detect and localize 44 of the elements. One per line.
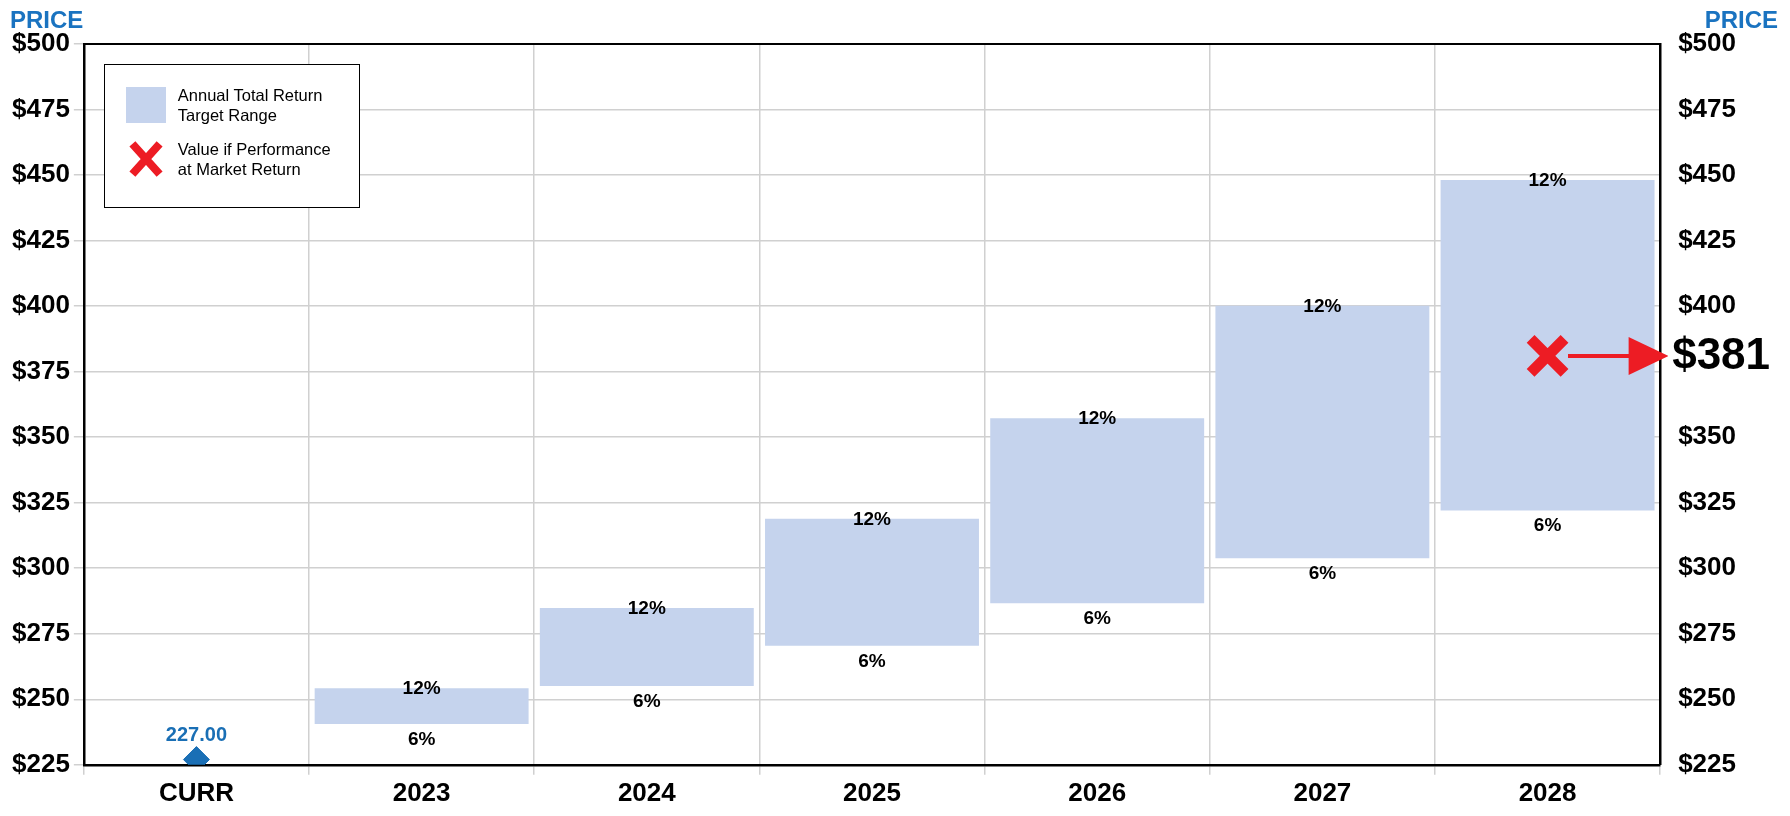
y-tick-label: $375 (12, 354, 70, 385)
y2-tick-label: $225 (1678, 747, 1736, 778)
annotation: 6% (633, 689, 661, 711)
y2-tick-label: $250 (1678, 682, 1736, 713)
x-tick-label: 2024 (617, 776, 677, 807)
y-tick-label: $350 (12, 420, 70, 451)
x-tick-label: 2026 (1068, 776, 1127, 807)
annotation: 6% (1083, 607, 1112, 629)
y-tick-label: $250 (12, 682, 70, 713)
y2-tick-label: $275 (1678, 616, 1736, 647)
annotation: 6% (858, 649, 886, 671)
annotation: 6% (1533, 514, 1562, 536)
annotation: 12% (402, 677, 441, 699)
x-tick-label: 2025 (843, 776, 901, 807)
x-tick-label: 2023 (392, 776, 451, 807)
legend-label: Value if Performance at Market Return (177, 139, 332, 179)
annotation: 12% (1078, 407, 1117, 429)
y-tick-label: $425 (12, 223, 70, 254)
y2-tick-label: $425 (1678, 223, 1736, 254)
data-label: 227.00 (165, 723, 228, 746)
y2-tick-label: $350 (1678, 420, 1736, 451)
y-tick-label: $475 (12, 92, 70, 123)
annotation: 12% (1303, 294, 1342, 316)
annotation: 6% (1308, 561, 1337, 583)
annotation: 12% (1528, 169, 1567, 191)
y2-tick-label: $300 (1678, 551, 1736, 582)
y2-tick-label: $450 (1678, 158, 1736, 189)
y-tick-label: $225 (12, 747, 70, 778)
x-tick-label: 2028 (1518, 776, 1577, 807)
y-tick-label: $400 (12, 289, 70, 320)
annotation: $381 (1672, 328, 1771, 379)
y2-tick-label: $400 (1678, 289, 1736, 320)
annotation: 12% (852, 507, 892, 529)
x-tick-label: CURR (158, 776, 235, 807)
y2-tick-label: $475 (1678, 92, 1736, 123)
annotation: 6% (407, 727, 436, 749)
annotation: 12% (627, 597, 666, 619)
y-tick-label: $450 (12, 158, 70, 189)
y-tick-label: $325 (12, 485, 70, 516)
legend-label: Annual Total Return Target Range (177, 85, 324, 125)
y2-tick-label: $325 (1678, 485, 1736, 516)
x-tick-label: 2027 (1293, 776, 1352, 807)
y-tick-label: $300 (12, 551, 70, 582)
y-tick-label: $275 (12, 616, 70, 647)
